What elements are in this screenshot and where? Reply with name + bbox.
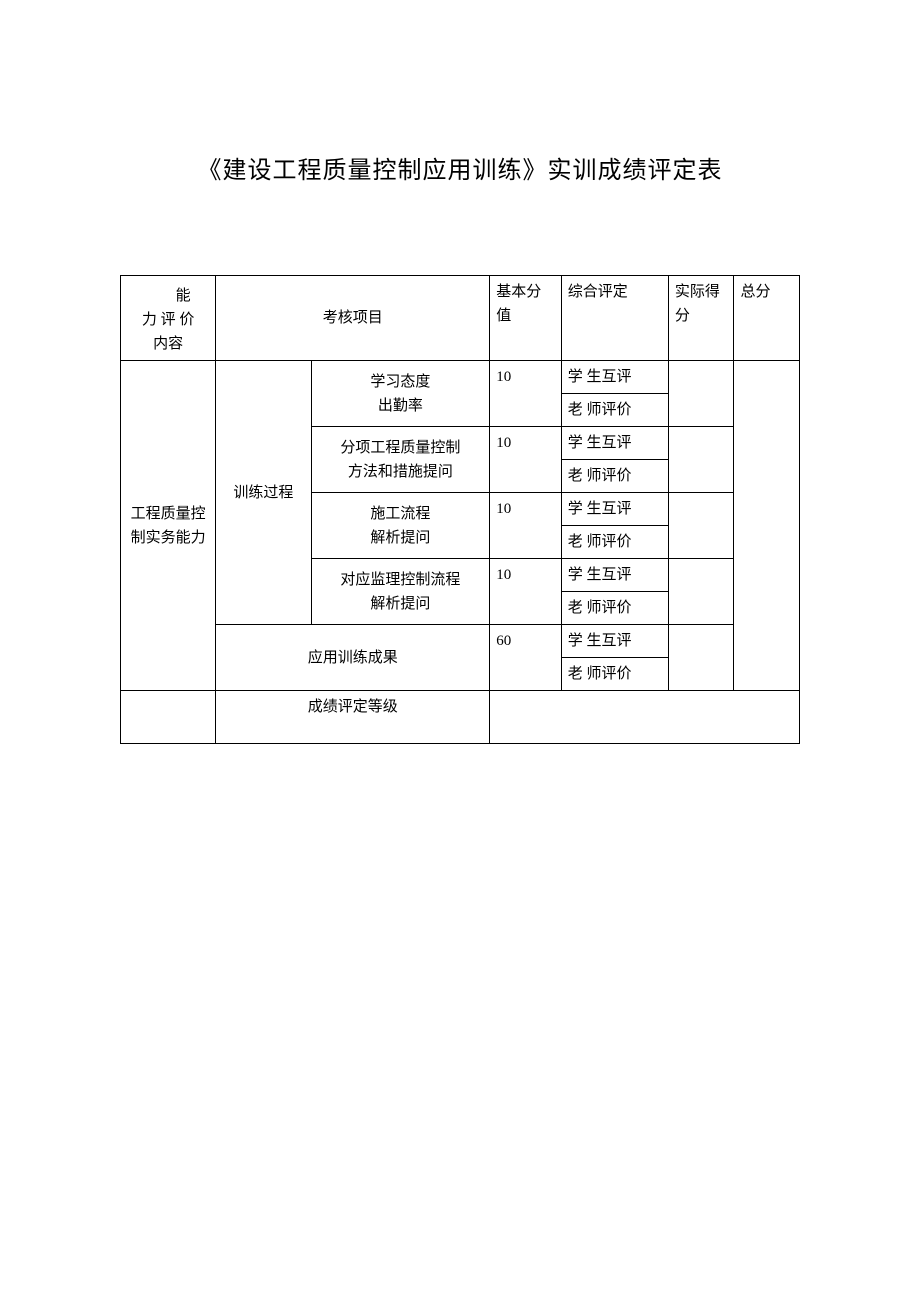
eval-student: 学 生互评: [561, 427, 668, 460]
eval-teacher: 老 师评价: [561, 460, 668, 493]
item-name: 分项工程质量控制 方法和措施提问: [311, 427, 490, 493]
item-name: 施工流程 解析提问: [311, 493, 490, 559]
header-comprehensive-eval: 综合评定: [561, 276, 668, 361]
actual-score-cell: [668, 493, 734, 559]
table-row: 工程质量控制实务能力 训练过程 学习态度 出勤率 10 学 生互评: [121, 361, 800, 394]
document-title: 《建设工程质量控制应用训练》实训成绩评定表: [120, 150, 800, 185]
eval-teacher: 老 师评价: [561, 394, 668, 427]
eval-student: 学 生互评: [561, 625, 668, 658]
document-page: 《建设工程质量控制应用训练》实训成绩评定表 能 力 评 价 内容 考核项目 基本…: [0, 0, 920, 744]
grade-level-label: 成绩评定等级: [216, 691, 490, 744]
result-name: 应用训练成果: [216, 625, 490, 691]
item-name: 学习态度 出勤率: [311, 361, 490, 427]
grade-level-value: [490, 691, 800, 744]
item-score: 10: [490, 493, 561, 559]
eval-student: 学 生互评: [561, 559, 668, 592]
category-cell: 工程质量控制实务能力: [121, 361, 216, 691]
actual-score-cell: [668, 559, 734, 625]
header-basic-score: 基本分值: [490, 276, 561, 361]
table-header-row: 能 力 评 价 内容 考核项目 基本分值 综合评定 实际得分 总分: [121, 276, 800, 361]
evaluation-table: 能 力 评 价 内容 考核项目 基本分值 综合评定 实际得分 总分 工程质量控制…: [120, 275, 800, 744]
item-score: 10: [490, 559, 561, 625]
result-score: 60: [490, 625, 561, 691]
item-score: 10: [490, 427, 561, 493]
actual-score-cell: [668, 427, 734, 493]
eval-teacher: 老 师评价: [561, 526, 668, 559]
actual-score-cell: [668, 361, 734, 427]
header-actual-score: 实际得分: [668, 276, 734, 361]
item-name: 对应监理控制流程 解析提问: [311, 559, 490, 625]
eval-student: 学 生互评: [561, 361, 668, 394]
table-row: 应用训练成果 60 学 生互评: [121, 625, 800, 658]
item-score: 10: [490, 361, 561, 427]
header-assessment-item: 考核项目: [216, 276, 490, 361]
total-score-cell: [734, 361, 800, 691]
footer-empty: [121, 691, 216, 744]
subcategory-cell: 训练过程: [216, 361, 311, 625]
header-total-score: 总分: [734, 276, 800, 361]
table-footer-row: 成绩评定等级: [121, 691, 800, 744]
eval-student: 学 生互评: [561, 493, 668, 526]
actual-score-cell: [668, 625, 734, 691]
eval-teacher: 老 师评价: [561, 592, 668, 625]
header-ability-content: 能 力 评 价 内容: [121, 276, 216, 361]
eval-teacher: 老 师评价: [561, 658, 668, 691]
